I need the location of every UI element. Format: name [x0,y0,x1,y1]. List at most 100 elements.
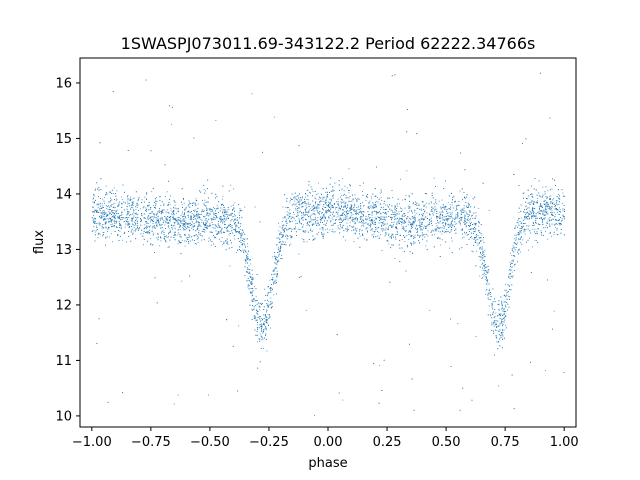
data-point [242,249,244,251]
data-point [184,224,186,226]
data-point [174,204,176,206]
data-point [308,181,310,183]
data-point [343,195,344,196]
data-point [252,299,254,301]
data-point [518,218,520,219]
data-point [328,210,330,212]
data-point [287,229,289,230]
data-point [279,226,281,228]
data-point [322,233,324,235]
data-point [132,218,133,220]
data-point [216,205,218,207]
data-point [425,225,427,227]
data-point [370,196,372,198]
data-point [379,192,381,194]
data-point [281,258,283,260]
data-point [346,231,348,233]
data-point [146,222,148,224]
data-point [328,202,330,204]
data-point [173,222,175,224]
data-point [318,204,319,205]
data-point [124,221,125,222]
data-point [254,315,255,316]
data-point [110,209,111,210]
data-point [152,220,153,221]
data-point [538,195,540,197]
data-point [184,224,186,226]
data-point [95,188,96,190]
data-point [109,213,110,215]
data-point [236,220,238,221]
data-point [322,200,324,202]
data-point [224,216,226,217]
data-point [115,223,117,224]
data-point [289,228,291,229]
data-point [299,211,300,213]
data-point [395,234,397,235]
data-point [354,233,356,235]
data-point [331,199,332,201]
data-point [345,228,346,230]
data-point [105,212,107,213]
data-point [492,301,494,303]
data-point [264,300,266,301]
data-point [324,201,326,203]
data-point [135,206,136,208]
data-point [431,202,433,204]
data-point [424,210,426,212]
data-point [331,224,333,226]
data-point [365,228,367,230]
data-point [505,325,507,326]
data-point [115,217,117,219]
data-point [213,214,215,216]
data-point [222,195,224,197]
data-point [236,225,238,227]
data-point [538,192,540,194]
data-point [441,211,443,213]
data-point [93,211,95,213]
data-point [442,222,443,224]
data-point [276,275,278,277]
data-point [141,235,143,237]
data-point [343,217,345,219]
data-point [456,217,458,219]
data-point [514,241,516,243]
data-point [180,253,182,255]
data-point [435,229,437,231]
data-point [503,321,505,323]
data-point [365,200,367,201]
data-point [192,219,194,220]
data-point [165,196,166,197]
data-point [211,244,212,246]
data-point [349,185,351,187]
data-point [182,226,183,228]
data-point [318,198,320,200]
data-point [258,306,260,308]
data-point [346,210,348,212]
data-point [152,232,154,234]
data-point [501,303,503,305]
data-point [222,198,223,200]
data-point [297,213,299,215]
data-point [227,216,228,217]
data-point [215,230,217,232]
data-point [329,210,331,212]
data-point [114,210,116,211]
data-point [176,208,178,210]
data-point [346,216,348,218]
data-point [322,235,324,237]
data-point [93,217,95,219]
data-point [478,207,480,209]
data-point [528,249,529,251]
data-point [295,203,297,205]
data-point [410,235,411,237]
data-point [404,215,406,216]
data-point [299,204,301,206]
data-point [342,399,344,401]
data-point [156,214,158,216]
data-point [551,212,553,214]
data-point [423,209,425,210]
data-point [223,241,225,243]
data-point [543,209,545,211]
data-point [133,209,134,211]
